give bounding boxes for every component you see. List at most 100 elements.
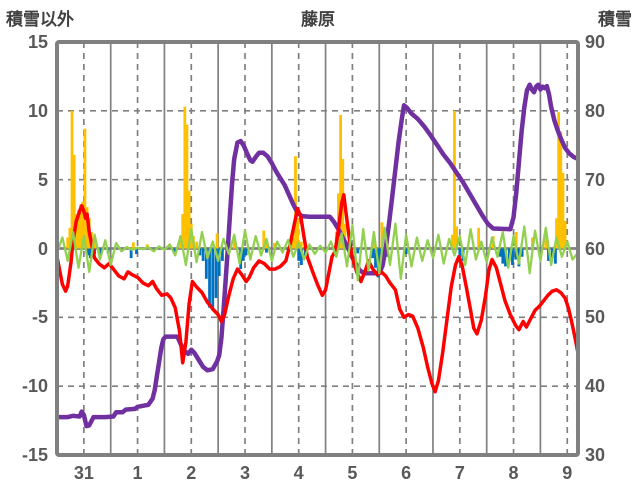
x-axis-tick: 9 [562, 463, 573, 483]
orange-bar [380, 222, 384, 249]
x-axis-tick: 3 [239, 463, 250, 483]
blue-bar [129, 248, 133, 259]
left-axis-tick: 10 [27, 100, 48, 121]
blue-bar [214, 248, 218, 299]
orange-bar [195, 241, 199, 249]
right-axis-title: 積雪 [598, 10, 632, 29]
orange-bar [561, 172, 565, 249]
blue-bar [221, 248, 224, 261]
left-axis-tick: -5 [31, 307, 48, 328]
left-axis-tick: 15 [27, 32, 48, 52]
orange-bar [563, 220, 567, 249]
orange-bar [265, 240, 268, 249]
orange-bar [339, 114, 342, 249]
left-axis-tick: 5 [37, 169, 48, 190]
x-axis-tick: 6 [401, 463, 412, 483]
x-axis-tick: 1 [132, 463, 143, 483]
right-axis-tick: 50 [585, 307, 606, 328]
orange-bar [181, 214, 185, 249]
blue-bar [204, 248, 208, 279]
x-axis-tick: 8 [508, 463, 519, 483]
chart-title: 藤原 [301, 10, 335, 29]
blue-bar [208, 248, 211, 308]
orange-bar [70, 110, 74, 249]
orange-bar [187, 190, 191, 249]
blue-bar [374, 248, 377, 268]
orange-bar [477, 227, 481, 249]
orange-bar [514, 231, 518, 249]
orange-bar [291, 237, 295, 249]
green-line [55, 222, 580, 282]
blue-bar [297, 248, 301, 261]
blue-bar [211, 248, 215, 311]
right-axis-tick: 80 [585, 100, 606, 121]
orange-bar [555, 218, 558, 249]
orange-bar [262, 230, 266, 249]
blue-bar [498, 248, 502, 257]
blue-bar [217, 248, 221, 277]
orange-bar [81, 201, 85, 249]
orange-bar [544, 234, 548, 249]
blue-bar [299, 248, 303, 266]
blue-bar [458, 248, 462, 257]
right-axis-tick: 70 [585, 169, 606, 190]
orange-bar [93, 240, 96, 249]
blue-bar [371, 248, 375, 259]
orange-bar [273, 242, 276, 249]
x-axis-tick: 7 [454, 463, 465, 483]
blue-bar [244, 248, 248, 256]
x-axis-tick: 5 [347, 463, 358, 483]
blue-bar [86, 248, 90, 256]
orange-bar [83, 128, 87, 249]
orange-bar [450, 234, 454, 249]
orange-bar [559, 131, 563, 249]
orange-bar [455, 226, 459, 249]
blue-bar [265, 248, 268, 253]
blue-bar [88, 248, 92, 259]
red-line [55, 193, 580, 394]
orange-bar [77, 209, 80, 249]
orange-bar [232, 236, 236, 249]
orange-bar [66, 237, 70, 249]
blue-bar [501, 248, 505, 264]
orange-bar [183, 106, 187, 249]
blue-bar [554, 248, 557, 264]
orange-bar [296, 218, 300, 249]
left-axis-tick: 0 [37, 238, 48, 259]
blue-bar [135, 248, 138, 255]
blue-bar [547, 248, 550, 261]
orange-bar [299, 241, 303, 249]
orange-bar [372, 237, 376, 249]
x-axis-tick: 2 [186, 463, 197, 483]
orange-bar [131, 242, 135, 249]
orange-bar [215, 233, 219, 249]
blue-bar [514, 248, 518, 260]
blue-bar [550, 248, 554, 259]
orange-bar [79, 204, 83, 249]
orange-bar [343, 223, 347, 249]
right-axis-tick: 90 [585, 32, 606, 52]
orange-bar [72, 154, 76, 249]
orange-bar [453, 110, 456, 249]
left-axis-tick: -10 [21, 376, 48, 397]
right-axis-tick: 60 [585, 238, 606, 259]
blue-bar [201, 248, 205, 261]
blue-bar [520, 248, 524, 257]
left-axis-title: 積雪以外 [6, 10, 74, 29]
right-axis-tick: 30 [585, 445, 606, 465]
blue-bar [198, 248, 202, 256]
blue-bar [356, 248, 360, 254]
x-axis-tick: 31 [73, 463, 94, 483]
orange-bar [68, 227, 72, 249]
right-axis-tick: 40 [585, 376, 606, 397]
left-axis-tick: -15 [21, 445, 48, 465]
orange-bar [557, 112, 561, 249]
orange-bar [185, 124, 189, 249]
plot-border [55, 40, 580, 457]
blue-bar [404, 248, 408, 255]
blue-bar [241, 248, 245, 261]
x-axis-tick: 4 [293, 463, 304, 483]
orange-bar [294, 156, 297, 249]
